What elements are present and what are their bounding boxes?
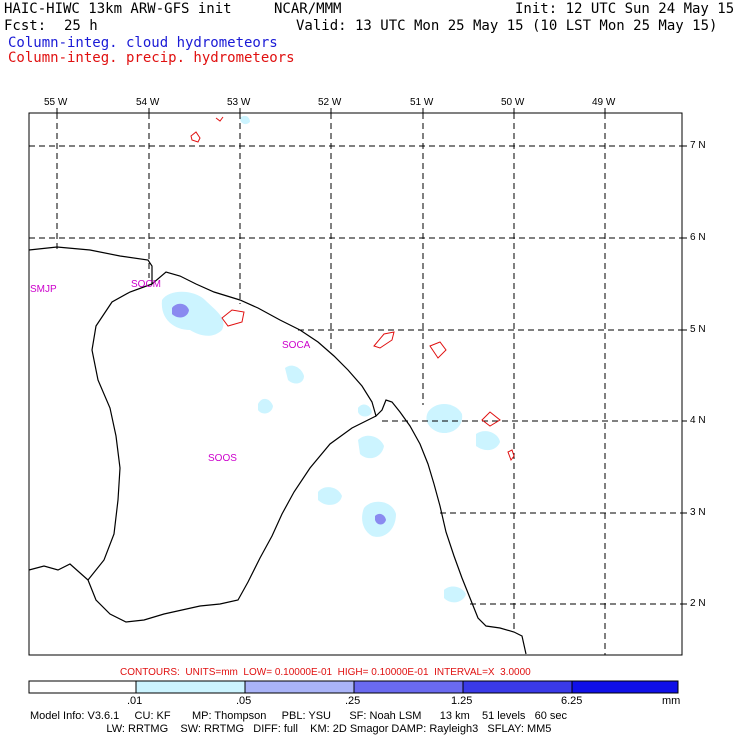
cloud-blob — [358, 404, 372, 417]
cloud-blob — [476, 431, 500, 451]
map-frame — [28, 112, 683, 656]
cloud-shading — [161, 115, 500, 603]
contours-info: CONTOURS: UNITS=mm LOW= 0.10000E-01 HIGH… — [120, 667, 531, 678]
precip-contour — [373, 331, 395, 349]
cloud-blob — [318, 487, 342, 505]
cloud-blob — [161, 291, 224, 336]
colorbar-label: .01 — [127, 695, 143, 707]
coastlines — [28, 246, 527, 655]
cloud-blob — [444, 586, 466, 603]
station-label: SOCA — [282, 340, 311, 351]
lon-label: 51 W — [410, 97, 434, 108]
precip-contour — [481, 411, 501, 427]
station-label: SMJP — [30, 284, 57, 295]
precip-contour — [215, 116, 224, 122]
valid-time: Valid: 13 UTC Mon 25 May 15 (10 LST Mon … — [296, 18, 718, 34]
border-guyana-suriname — [87, 283, 153, 581]
cloud-core — [375, 513, 386, 525]
precip-contour — [429, 341, 447, 359]
lat-label: 6 N — [690, 232, 706, 243]
lat-label: 2 N — [690, 598, 706, 609]
colorbar-label: .25 — [345, 695, 361, 707]
colorbar-units: mm — [662, 695, 681, 707]
model-info-line2: LW: RRTMG SW: RRTMG DIFF: full KM: 2D Sm… — [30, 723, 552, 735]
precip-contour — [507, 449, 515, 462]
fcst-value: 25 h — [64, 18, 98, 34]
colorbar-label: .05 — [236, 695, 252, 707]
cloud-blob — [285, 365, 304, 384]
graticule — [29, 113, 682, 655]
field-cloud-label: Column-integ. cloud hydrometeors — [8, 35, 278, 51]
colorbar-label: 6.25 — [561, 695, 583, 707]
field-precip-label: Column-integ. precip. hydrometeors — [8, 50, 295, 66]
border-suriname-guiana — [28, 415, 377, 623]
lon-label: 52 W — [318, 97, 342, 108]
cloud-shading-mid — [172, 303, 386, 525]
colorbar-label: 1.25 — [451, 695, 473, 707]
model-info-line1: Model Info: V3.6.1 CU: KF MP: Thompson P… — [30, 710, 567, 722]
fcst-label: Fcst: — [4, 18, 47, 34]
ticks — [56, 108, 687, 605]
lon-label: 49 W — [592, 97, 616, 108]
lat-label: 7 N — [690, 140, 706, 151]
lon-label: 53 W — [227, 97, 251, 108]
lon-label: 50 W — [501, 97, 525, 108]
org-label: NCAR/MMM — [274, 1, 342, 17]
lat-label: 4 N — [690, 415, 706, 426]
model-title: HAIC-HIWC 13km ARW-GFS init — [4, 1, 232, 17]
init-time: Init: 12 UTC Sun 24 May 15 — [515, 1, 735, 17]
cloud-blob — [240, 115, 250, 125]
precip-contour — [190, 131, 201, 143]
cloud-blob — [258, 398, 273, 414]
cloud-core — [172, 303, 189, 318]
lon-label: 54 W — [136, 97, 160, 108]
cloud-blob — [426, 403, 463, 434]
lat-label: 5 N — [690, 324, 706, 335]
precip-contours — [190, 116, 515, 462]
coastline-north — [28, 246, 527, 655]
lat-label: 3 N — [690, 507, 706, 518]
precip-contour — [221, 309, 245, 327]
cloud-blob — [358, 435, 384, 459]
lon-label: 55 W — [44, 97, 68, 108]
station-label: SOCM — [131, 279, 161, 290]
station-label: SOOS — [208, 453, 237, 464]
